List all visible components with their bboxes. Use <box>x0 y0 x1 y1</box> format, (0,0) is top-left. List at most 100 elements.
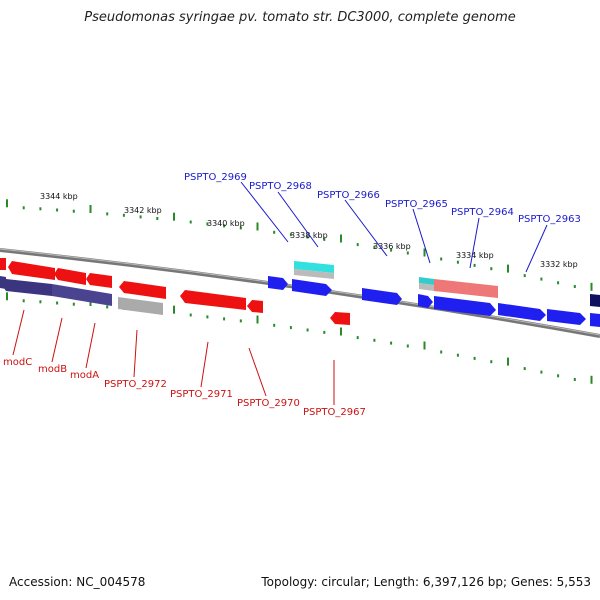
scale-tick <box>6 199 8 208</box>
gene-label-forward[interactable]: PSPTO_2965 <box>385 199 448 210</box>
scale-tick <box>39 207 42 211</box>
scale-tick <box>473 356 476 360</box>
gene-arrow-forward[interactable] <box>547 309 586 325</box>
gene-label-reverse[interactable]: modB <box>38 364 67 375</box>
gene-arrow-partial[interactable] <box>0 276 6 289</box>
gene-label-forward[interactable]: PSPTO_2963 <box>518 214 581 225</box>
scale-tick <box>456 260 459 264</box>
gene-arrow-modB[interactable] <box>52 284 82 301</box>
gene-label-forward[interactable]: PSPTO_2969 <box>184 172 247 183</box>
scale-tick <box>373 245 376 249</box>
scale-tick <box>239 319 242 323</box>
scale-tick <box>323 330 326 334</box>
scale-tick <box>523 274 526 278</box>
gene-label-reverse[interactable]: PSPTO_2970 <box>237 398 300 409</box>
gene-arrow-reverse[interactable] <box>247 300 263 313</box>
gene-arrow-forward[interactable] <box>418 294 433 308</box>
scale-label: 3344 kbp <box>40 192 78 201</box>
scale-tick <box>390 248 393 252</box>
scale-tick <box>440 350 443 354</box>
scale-tick <box>406 344 409 348</box>
scale-tick <box>356 243 359 247</box>
gene-arrow-forward-dark[interactable] <box>590 294 600 307</box>
scale-tick <box>490 360 493 364</box>
scale-label: 3338 kbp <box>290 231 328 240</box>
scale-tick <box>557 281 560 285</box>
gene-arrow-modC[interactable] <box>2 279 52 296</box>
gene-label-forward[interactable]: PSPTO_2966 <box>317 190 380 201</box>
scale-tick <box>590 282 593 291</box>
scale-tick <box>89 205 92 213</box>
scale-label: 3334 kbp <box>456 251 494 260</box>
scale-tick <box>173 305 175 314</box>
accession-text: Accession: NC_004578 <box>9 575 146 589</box>
scale-tick <box>507 264 509 273</box>
gene-label-forward[interactable]: PSPTO_2964 <box>451 207 514 218</box>
gene-arrow-reverse[interactable] <box>330 312 350 325</box>
scale-tick <box>22 299 25 303</box>
scale-tick <box>122 213 125 217</box>
scale-tick <box>590 375 593 384</box>
scale-ticks-upper <box>6 199 593 291</box>
feature-pink[interactable] <box>434 279 498 298</box>
scale-tick <box>256 222 259 231</box>
gene-arrow-forward[interactable] <box>292 279 332 296</box>
feature-grey[interactable] <box>294 269 334 279</box>
gene-arrow-reverse[interactable] <box>86 273 112 288</box>
feature-highlights <box>294 261 498 298</box>
forward-callouts <box>240 181 548 273</box>
gene-label-reverse[interactable]: PSPTO_2972 <box>104 379 167 390</box>
scale-tick <box>507 357 509 366</box>
gene-label-forward[interactable]: PSPTO_2968 <box>249 181 312 192</box>
scale-tick <box>340 327 342 336</box>
scale-tick <box>273 323 276 327</box>
scale-tick <box>490 267 493 271</box>
feature-cyan[interactable] <box>419 277 434 285</box>
scale-tick <box>106 212 109 216</box>
gene-arrow-reverse[interactable] <box>180 290 246 310</box>
scale-tick <box>223 224 226 228</box>
scale-label: 3340 kbp <box>207 219 245 228</box>
scale-tick <box>273 230 276 234</box>
gene-arrow-reverse[interactable] <box>54 268 86 285</box>
gene-arrow-reverse[interactable] <box>119 281 166 299</box>
scale-tick <box>22 206 25 210</box>
gene-arrow-forward[interactable] <box>590 313 600 327</box>
gene-label-reverse[interactable]: PSPTO_2967 <box>303 407 366 418</box>
forward-strand-genes <box>268 276 600 327</box>
gene-label-reverse[interactable]: modC <box>3 357 32 368</box>
scale-tick <box>557 374 560 378</box>
scale-tick <box>206 222 209 226</box>
gene-arrow-reverse[interactable] <box>0 258 6 270</box>
scale-label: 3332 kbp <box>540 260 578 269</box>
scale-tick <box>189 313 192 317</box>
gene-label-reverse[interactable]: PSPTO_2971 <box>170 389 233 400</box>
scale-tick <box>540 370 543 374</box>
feature-grey[interactable] <box>419 283 434 291</box>
scale-label: 3342 kbp <box>124 206 162 215</box>
gene-arrow-reverse[interactable] <box>8 261 55 280</box>
scale-tick <box>306 235 309 239</box>
gene-arrow-forward[interactable] <box>498 303 546 321</box>
scale-tick <box>540 277 543 281</box>
scale-tick <box>306 328 309 332</box>
scale-tick <box>473 263 476 267</box>
scale-tick <box>440 257 443 261</box>
scale-tick <box>340 234 342 243</box>
gene-arrow-pseudo[interactable] <box>118 297 163 315</box>
scale-label: 3336 kbp <box>373 242 411 251</box>
reverse-strand-genes <box>0 258 350 325</box>
gene-label-reverse[interactable]: modA <box>70 370 99 381</box>
gene-arrow-modA[interactable] <box>82 289 112 306</box>
gene-arrow-forward[interactable] <box>268 276 288 290</box>
gene-arrow-forward[interactable] <box>434 296 496 316</box>
gene-arrow-forward[interactable] <box>362 288 402 305</box>
scale-tick <box>6 292 8 301</box>
genome-summary-text: Topology: circular; Length: 6,397,126 bp… <box>261 575 591 589</box>
scale-tick <box>289 233 292 237</box>
scale-tick <box>373 338 376 342</box>
scale-tick <box>523 367 526 371</box>
scale-tick <box>406 251 409 255</box>
scale-tick <box>573 285 576 288</box>
